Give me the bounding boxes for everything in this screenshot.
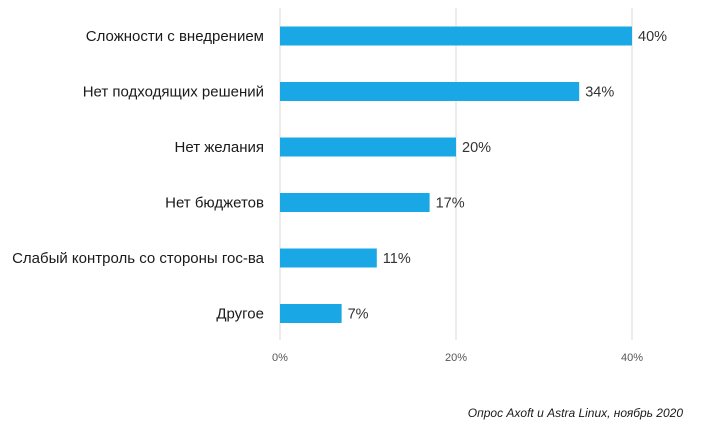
bar	[280, 26, 632, 46]
bars	[280, 26, 632, 323]
value-label: 7%	[348, 307, 369, 323]
value-label: 17%	[436, 196, 465, 212]
bar	[280, 82, 580, 101]
x-tick-label: 0%	[272, 352, 288, 364]
category-labels: Сложности с внедрением Нет подходящих реш…	[12, 28, 265, 323]
bar	[280, 304, 342, 323]
value-label: 40%	[638, 29, 667, 45]
x-axis-ticks: 0% 20% 40%	[272, 352, 643, 364]
value-labels: 40% 34% 20% 17% 11% 7%	[348, 29, 668, 323]
category-label: Сложности с внедрением	[86, 28, 264, 45]
value-label: 11%	[383, 251, 411, 267]
category-label: Нет подходящих решений	[83, 84, 264, 101]
source-caption: Опрос Axoft и Astra Linux, ноябрь 2020	[467, 406, 683, 420]
x-tick-label: 40%	[621, 352, 643, 364]
value-label: 34%	[585, 85, 614, 101]
grid-lines	[279, 8, 633, 340]
category-label: Нет желания	[175, 139, 264, 156]
bar	[280, 248, 377, 268]
category-label: Нет бюджетов	[165, 195, 264, 212]
category-label: Слабый контроль со стороны гос-ва	[12, 250, 265, 267]
bar	[280, 193, 430, 212]
x-tick-label: 20%	[445, 352, 467, 364]
value-label: 20%	[462, 140, 491, 156]
category-label: Другое	[216, 306, 264, 323]
bar	[280, 137, 456, 157]
